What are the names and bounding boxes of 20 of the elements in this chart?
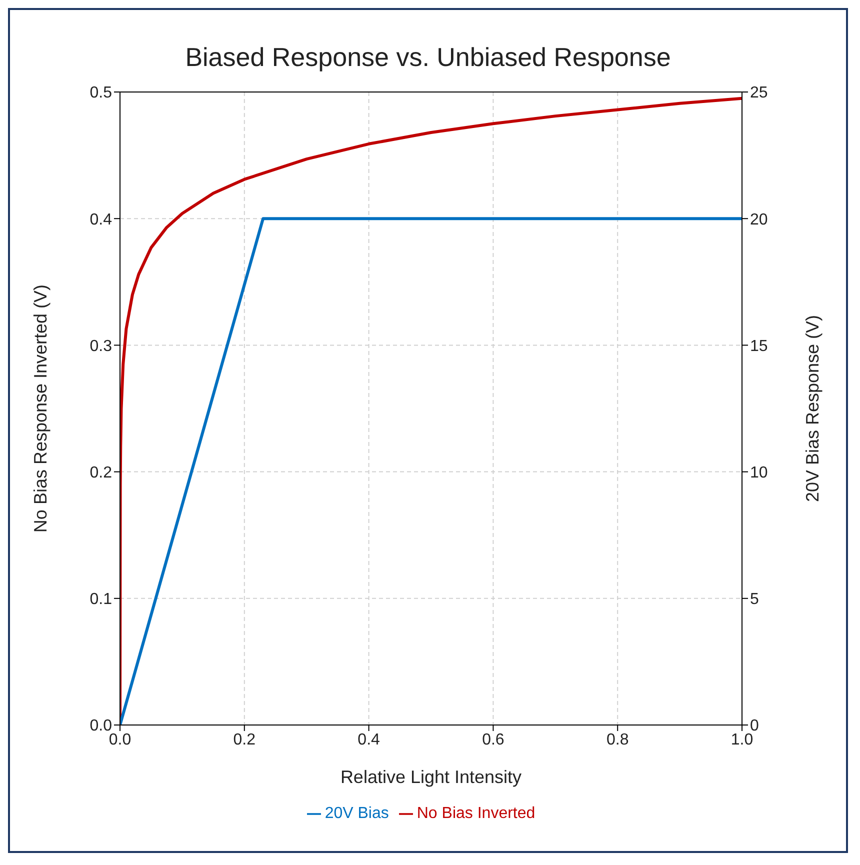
legend-label: 20V Bias: [324, 805, 389, 822]
legend-label: No Bias Inverted: [416, 805, 536, 822]
y2-tick-label: 25: [750, 84, 768, 102]
x-axis-title: Relative Light Intensity: [340, 767, 522, 787]
y2-tick-label: 5: [750, 591, 759, 608]
x-tick-label: 0.6: [482, 731, 504, 748]
y-tick-label: 0.2: [90, 464, 112, 482]
y-tick-label: 0.3: [90, 338, 112, 355]
y-axis-title: No Bias Response Inverted (V): [30, 284, 50, 533]
x-tick-label: 0.4: [358, 731, 380, 748]
x-tick-label: 0.8: [606, 731, 629, 748]
chart-title: Biased Response vs. Unbiased Response: [184, 41, 672, 73]
y-tick-label: 0.1: [90, 591, 112, 608]
x-tick-label: 0.2: [233, 731, 256, 748]
y2-tick-label: 15: [750, 338, 768, 355]
y2-tick-label: 10: [750, 464, 768, 482]
y2-axis-title: 20V Bias Response (V): [802, 314, 822, 502]
y-tick-label: 0.5: [90, 84, 112, 102]
y-tick-label: 0.4: [90, 211, 112, 228]
y2-tick-label: 20: [750, 211, 768, 228]
